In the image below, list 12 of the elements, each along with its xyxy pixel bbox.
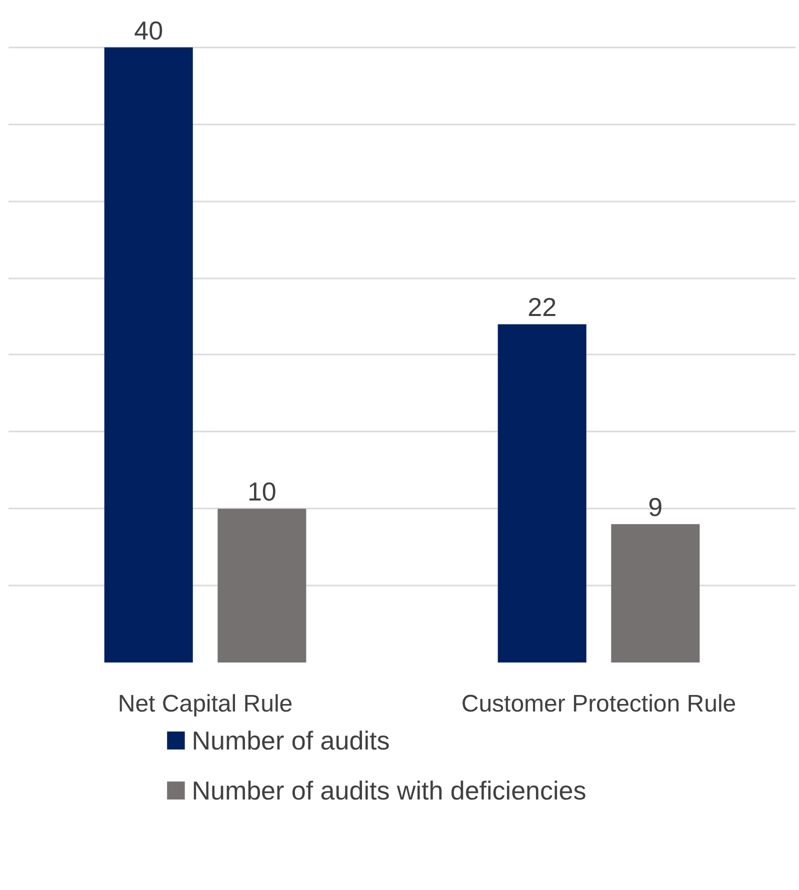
bar <box>498 324 586 662</box>
data-label: 22 <box>528 292 557 322</box>
bar <box>104 47 193 662</box>
bar <box>218 508 306 662</box>
legend-label: Number of audits with deficiencies <box>192 776 586 806</box>
data-label: 10 <box>247 476 276 507</box>
legend-label: Number of audits <box>192 726 390 756</box>
data-label: 40 <box>134 15 164 46</box>
x-tick-label: Net Capital Rule <box>118 690 293 718</box>
bar <box>611 524 700 662</box>
data-label: 9 <box>648 492 663 522</box>
x-tick-label: Customer Protection Rule <box>461 690 736 718</box>
